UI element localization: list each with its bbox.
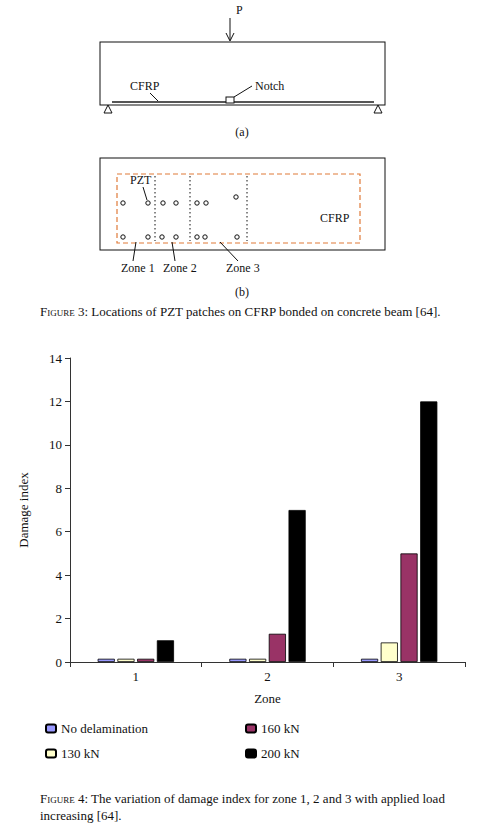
svg-text:Damage index: Damage index [16,472,31,548]
svg-text:Notch: Notch [255,79,284,93]
svg-text:14: 14 [49,351,63,366]
svg-text:160 kN: 160 kN [261,721,300,736]
svg-text:No delamination: No delamination [61,721,149,736]
svg-text:4: 4 [56,568,63,583]
svg-text:10: 10 [49,437,62,452]
html-text:Figure 3: Locations of PZT pat: Figure 3: Locations of PZT patches on CF… [40,304,441,319]
svg-text:0: 0 [56,655,63,670]
svg-text:130 kN: 130 kN [61,746,100,761]
svg-text:(b): (b) [235,285,249,299]
svg-text:CFRP: CFRP [320,211,350,225]
svg-text:P: P [236,3,243,17]
svg-text:200 kN: 200 kN [261,746,300,761]
svg-text:1: 1 [133,669,140,684]
svg-text:6: 6 [56,524,63,539]
svg-text:2: 2 [56,611,63,626]
svg-text:(a): (a) [235,125,248,139]
svg-text:8: 8 [56,481,63,496]
svg-text:Zone 2: Zone 2 [163,261,197,275]
svg-text:Zone 3: Zone 3 [226,261,260,275]
svg-text:3: 3 [396,669,403,684]
svg-text:Zone 1: Zone 1 [121,261,155,275]
svg-text:12: 12 [49,394,62,409]
svg-text:Zone: Zone [254,691,281,706]
svg-text:PZT: PZT [130,173,152,187]
svg-text:CFRP: CFRP [130,79,160,93]
svg-text:2: 2 [264,669,271,684]
html-text:Figure 4: The variation of dam: Figure 4: The variation of damage index … [40,791,445,823]
